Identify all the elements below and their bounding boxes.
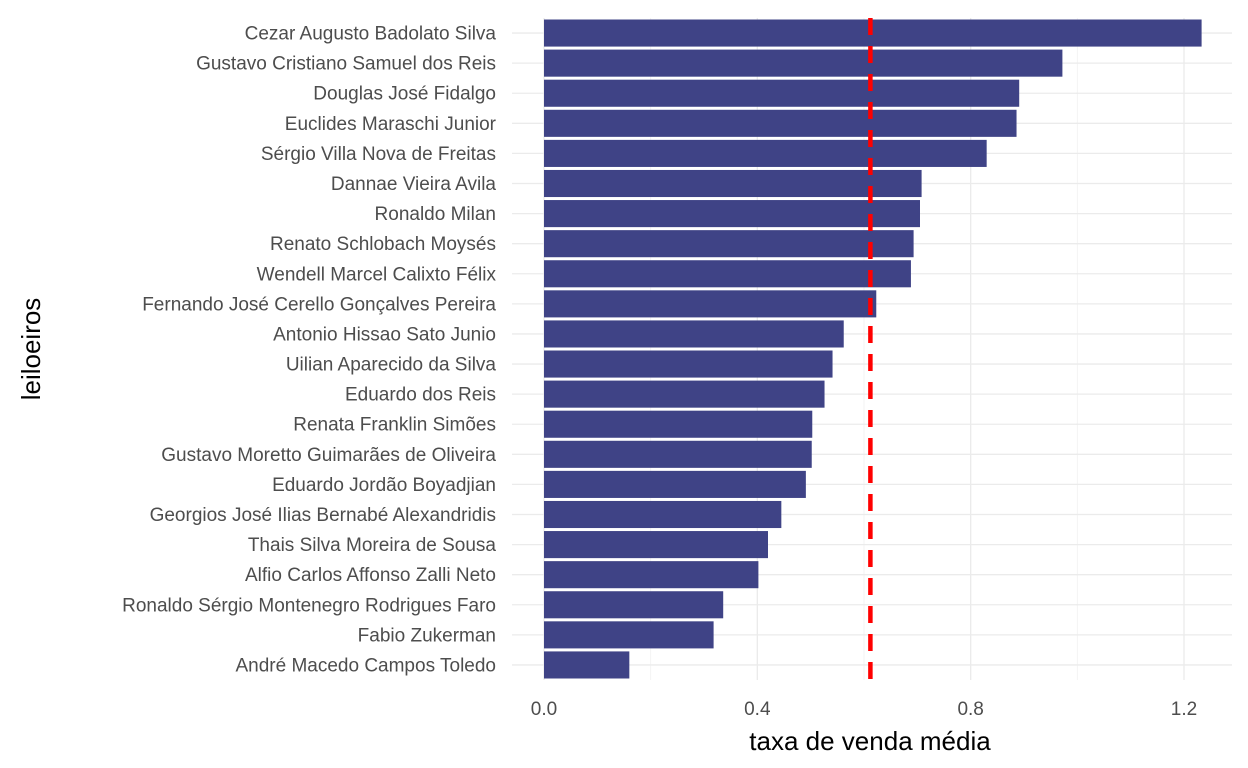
bar (544, 260, 911, 288)
y-tick-label: Fernando José Cerello Gonçalves Pereira (142, 294, 496, 315)
x-tick-label: 0.0 (531, 699, 557, 720)
y-tick-label: André Macedo Campos Toledo (235, 655, 496, 676)
y-tick-label: Ronaldo Sérgio Montenegro Rodrigues Faro (122, 595, 496, 616)
y-tick-label: Ronaldo Milan (375, 204, 496, 225)
y-tick-label: Eduardo Jordão Boyadjian (272, 475, 496, 496)
bar (544, 380, 825, 408)
y-tick-label: Sérgio Villa Nova de Freitas (261, 144, 496, 165)
y-tick-label: Renato Schlobach Moysés (270, 234, 496, 255)
y-tick-label: Dannae Vieira Avila (331, 174, 497, 195)
y-tick-label: Fabio Zukerman (358, 625, 496, 646)
bar (544, 290, 877, 318)
bar (544, 169, 922, 198)
y-tick-label: Antonio Hissao Sato Junio (273, 324, 496, 345)
x-tick-label: 1.2 (1171, 699, 1197, 720)
bar (544, 621, 714, 649)
y-tick-label: Eduardo dos Reis (345, 385, 496, 406)
bar (544, 79, 1020, 107)
x-tick-label: 0.8 (957, 699, 983, 720)
bar (544, 49, 1063, 77)
bar (544, 19, 1202, 47)
bar (544, 320, 844, 348)
y-tick-label: Wendell Marcel Calixto Félix (257, 264, 497, 285)
y-tick-label: Alfio Carlos Affonso Zalli Neto (245, 565, 496, 586)
bar (544, 350, 833, 378)
y-tick-label: Thais Silva Moreira de Sousa (248, 535, 497, 556)
bar (544, 200, 920, 228)
bar (544, 410, 813, 438)
bar (544, 470, 806, 498)
y-tick-label: Renata Franklin Simões (293, 415, 496, 436)
y-tick-label: Euclides Maraschi Junior (285, 114, 497, 135)
y-tick-label: Gustavo Moretto Guimarães de Oliveira (161, 445, 496, 466)
bar (544, 500, 782, 529)
y-tick-label: Cezar Augusto Badolato Silva (245, 24, 497, 45)
x-axis-title: taxa de venda média (749, 726, 991, 756)
bar (544, 139, 987, 167)
bar (544, 440, 812, 468)
y-tick-label: Gustavo Cristiano Samuel dos Reis (196, 54, 496, 75)
bar (544, 109, 1017, 137)
x-tick-label: 0.4 (744, 699, 771, 720)
bar (544, 561, 759, 589)
y-tick-label: Georgios José Ilias Bernabé Alexandridis (150, 505, 496, 526)
bar (544, 531, 768, 559)
bar (544, 591, 724, 619)
y-tick-labels: Cezar Augusto Badolato Silva Gustavo Cris… (122, 24, 497, 677)
bars (544, 19, 1202, 679)
y-tick-label: Douglas José Fidalgo (313, 84, 496, 105)
y-axis-title: leiloeiros (16, 298, 46, 401)
bar (544, 651, 630, 679)
y-tick-label: Uilian Aparecido da Silva (286, 355, 497, 376)
x-tick-labels: 0.0 0.4 0.8 1.2 (531, 699, 1197, 720)
bar (544, 230, 914, 258)
